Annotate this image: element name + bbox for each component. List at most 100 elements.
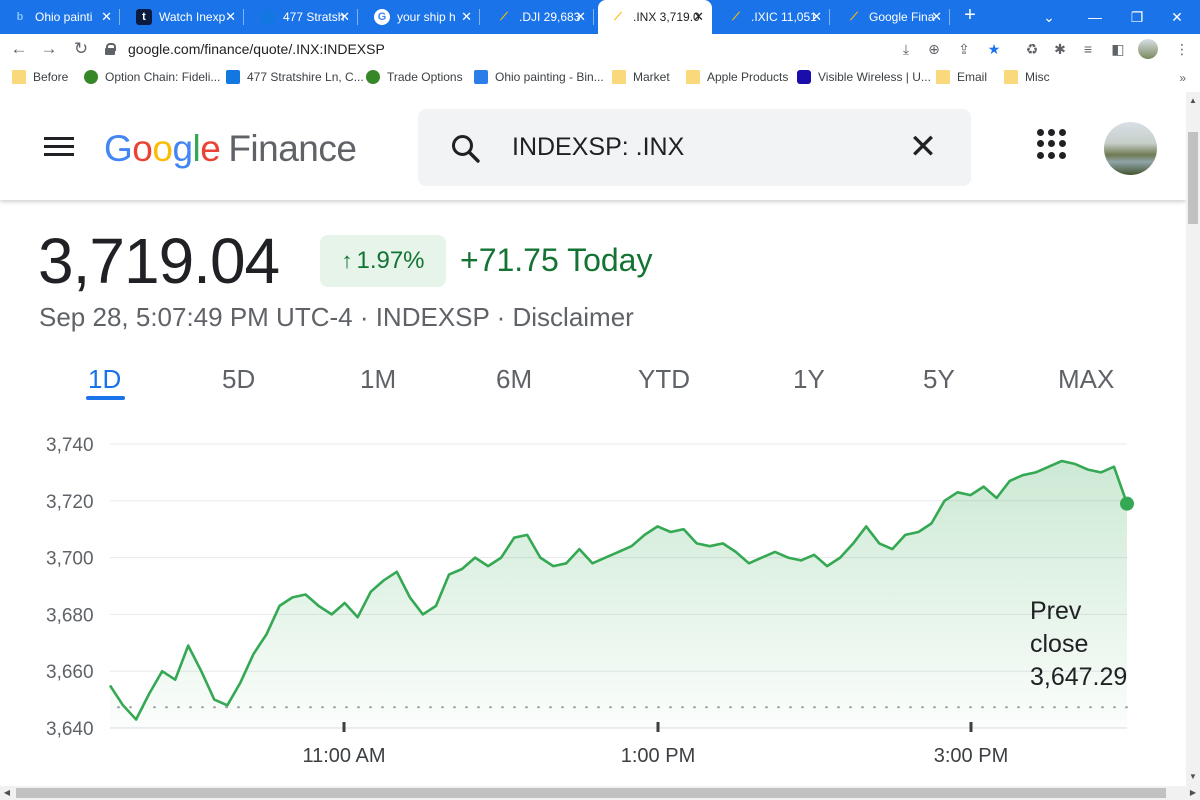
tubi-icon: t	[136, 9, 152, 25]
range-tab-max[interactable]: MAX	[1058, 364, 1115, 394]
range-tab-1y[interactable]: 1Y	[793, 364, 825, 394]
bookmark-label: Before	[33, 70, 69, 84]
price-chart[interactable]: 3,740 3,720 3,700 3,680 3,660 3,640 11:00 AM 1:…	[0, 412, 1186, 786]
bookmark-item[interactable]: Before	[12, 70, 68, 84]
clear-search-icon[interactable]: ✕	[908, 128, 938, 166]
tab-title: 477 Stratsh	[283, 10, 345, 24]
y-tick-label: 3,720	[46, 492, 94, 513]
scroll-down-arrow[interactable]: ▼	[1189, 772, 1197, 781]
price-area-fill	[110, 461, 1127, 728]
close-tab-icon[interactable]: ✕	[461, 9, 472, 24]
bing-icon: b	[16, 11, 24, 23]
folder-icon	[686, 70, 700, 84]
vertical-scroll-thumb[interactable]	[1188, 132, 1198, 224]
google-apps-icon[interactable]	[1037, 129, 1067, 159]
install-icon[interactable]: ⤓	[902, 40, 910, 57]
scroll-right-arrow[interactable]: ▶	[1189, 788, 1197, 797]
zoom-icon[interactable]: ⊕	[928, 40, 940, 57]
browser-tab[interactable]: b Ohio painti ✕	[0, 0, 120, 34]
browser-tab[interactable]: ⟋ .INX 3,719.0 ✕	[598, 0, 712, 34]
finance-wordmark: Finance	[228, 128, 357, 169]
bookmark-item[interactable]: Market	[612, 70, 670, 84]
close-tab-icon[interactable]: ✕	[575, 9, 586, 24]
account-avatar[interactable]	[1104, 122, 1157, 175]
zillow-icon	[260, 9, 276, 25]
address-bar[interactable]: google.com/finance/quote/.INX:INDEXSP	[104, 37, 1014, 61]
forward-button[interactable]: →	[40, 39, 58, 58]
tab-search-icon[interactable]: ⌄	[1043, 8, 1055, 25]
range-tab-1d[interactable]: 1D	[88, 364, 122, 394]
close-tab-icon[interactable]: ✕	[339, 9, 350, 24]
lock-icon	[104, 43, 116, 55]
close-tab-icon[interactable]: ✕	[811, 9, 822, 24]
bookmark-item[interactable]: Ohio painting - Bin...	[474, 70, 604, 84]
recycle-extension-icon[interactable]: ♻	[1025, 40, 1039, 57]
range-tab-6m[interactable]: 6M	[496, 364, 533, 394]
menu-kebab-icon[interactable]: ⋮	[1175, 40, 1189, 57]
browser-tab[interactable]: t Watch Inexp ✕	[124, 0, 244, 34]
tab-separator	[119, 9, 120, 25]
tab-title: Watch Inexp	[159, 10, 226, 24]
horizontal-scrollbar[interactable]: ◀ ▶	[0, 786, 1200, 800]
x-tick-label: 1:00 PM	[621, 745, 695, 767]
browser-tab[interactable]: 477 Stratsh ✕	[248, 0, 358, 34]
horizontal-scroll-thumb[interactable]	[16, 788, 1166, 798]
bookmark-item[interactable]: Apple Products	[686, 70, 788, 84]
browser-tab[interactable]: ⟋ .IXIC 11,051 ✕	[716, 0, 830, 34]
close-window-button[interactable]: ✕	[1171, 8, 1183, 25]
close-tab-icon[interactable]: ✕	[931, 9, 942, 24]
bookmarks-overflow-button[interactable]: »	[1179, 71, 1186, 85]
side-panel-icon[interactable]: ◧	[1111, 40, 1125, 57]
change-today: +71.75 Today	[460, 242, 653, 278]
search-input[interactable]	[512, 133, 892, 162]
extensions-puzzle-icon[interactable]: ✱	[1054, 40, 1066, 57]
bookmark-item[interactable]: Trade Options	[366, 70, 463, 84]
range-tab-ytd[interactable]: YTD	[638, 364, 690, 394]
bookmark-item[interactable]: Visible Wireless | U...	[797, 70, 931, 84]
reading-list-icon[interactable]: ≡	[1083, 41, 1093, 57]
zillow-icon	[226, 70, 240, 84]
y-tick-label: 3,700	[46, 549, 94, 570]
restore-button[interactable]: ❐	[1130, 8, 1144, 25]
percent-change-badge: ↑ 1.97%	[320, 235, 446, 287]
bookmark-label: Apple Products	[707, 70, 789, 84]
bookmark-item[interactable]: Option Chain: Fideli...	[84, 70, 220, 84]
share-icon[interactable]: ⇪	[958, 40, 970, 57]
bookmark-label: Email	[957, 70, 988, 84]
current-price-dot	[1120, 496, 1134, 511]
scroll-left-arrow[interactable]: ◀	[3, 788, 11, 797]
search-box[interactable]: ✕	[418, 109, 971, 186]
range-tab-5d[interactable]: 5D	[222, 364, 256, 394]
close-tab-icon[interactable]: ✕	[225, 9, 236, 24]
range-tab-5y[interactable]: 5Y	[923, 364, 955, 394]
bookmark-item[interactable]: Email	[936, 70, 987, 84]
google-finance-icon: ⟋	[614, 10, 622, 23]
bookmark-label: Misc	[1025, 70, 1050, 84]
tab-title: your ship h	[397, 10, 456, 24]
close-tab-icon[interactable]: ✕	[101, 9, 112, 24]
bookmark-star-icon[interactable]: ★	[987, 40, 1001, 57]
browser-tab[interactable]: ⟋ .DJI 29,683 ✕	[484, 0, 594, 34]
fidelity-icon	[84, 70, 98, 84]
price-line	[108, 459, 1129, 721]
google-finance-logo[interactable]: Google Finance	[104, 128, 357, 170]
browser-tab[interactable]: ⟋ Google Fina ✕	[834, 0, 950, 34]
back-button[interactable]: ←	[10, 39, 28, 58]
bookmark-item[interactable]: Misc	[1004, 70, 1050, 84]
main-menu-icon[interactable]	[44, 137, 74, 157]
close-tab-icon[interactable]: ✕	[693, 9, 704, 24]
vertical-scrollbar[interactable]: ▲ ▼	[1186, 92, 1200, 786]
google-finance-icon: ⟋	[500, 10, 508, 23]
scroll-up-arrow[interactable]: ▲	[1189, 96, 1197, 105]
folder-icon	[612, 70, 626, 84]
reload-button[interactable]: ↻	[73, 39, 89, 58]
minimize-button[interactable]: —	[1088, 9, 1102, 25]
range-tab-1m[interactable]: 1M	[360, 364, 397, 394]
new-tab-button[interactable]: +	[964, 4, 976, 26]
profile-avatar-icon[interactable]	[1138, 39, 1158, 59]
y-tick-label: 3,640	[46, 719, 94, 740]
prev-close-annotation: close	[1030, 630, 1088, 658]
bookmark-item[interactable]: 477 Stratshire Ln, C...	[226, 70, 364, 84]
